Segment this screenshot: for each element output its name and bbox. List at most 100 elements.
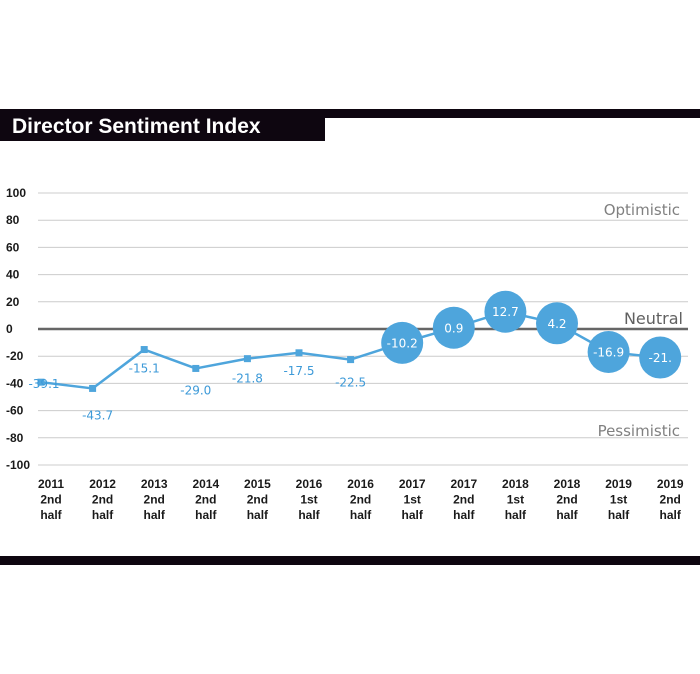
x-tick-line: half — [556, 508, 578, 522]
data-point-bubble — [484, 290, 527, 333]
x-tick-line: 1st — [404, 493, 421, 507]
x-tick-label: 2017 1st half — [399, 477, 426, 522]
data-label: -22.5 — [335, 376, 366, 390]
bottom-band — [0, 556, 700, 565]
x-tick-line: half — [247, 508, 269, 522]
x-tick-line: 2nd — [660, 493, 681, 507]
y-tick-label: 40 — [6, 268, 20, 282]
data-label: -39.1 — [28, 377, 59, 391]
y-tick-label: -100 — [6, 458, 30, 472]
data-labels: -39.1 -43.7 -15.1 -29.0 -21.8 -17.5 -22.5 -10.2… — [28, 305, 671, 422]
gridlines — [38, 192, 688, 466]
x-tick-line: 2018 — [554, 477, 581, 491]
x-tick-line: half — [505, 508, 527, 522]
x-tick-line: 2nd — [40, 493, 61, 507]
x-tick-line: half — [660, 508, 682, 522]
x-tick-line: half — [195, 508, 217, 522]
x-tick-label: 2015 2nd half — [244, 477, 271, 522]
data-point-bubble — [587, 330, 630, 373]
data-label: -21.8 — [232, 372, 263, 386]
x-tick-line: 2015 — [244, 477, 271, 491]
y-tick-label: 0 — [6, 322, 13, 336]
x-tick-line: 1st — [610, 493, 627, 507]
data-point-marker — [295, 349, 303, 357]
data-label: -29.0 — [180, 383, 211, 397]
data-label: 0.9 — [444, 321, 463, 335]
y-tick-label: 100 — [6, 186, 26, 200]
x-tick-line: 2018 — [502, 477, 529, 491]
x-tick-line: 2016 — [296, 477, 323, 491]
data-point-marker — [140, 346, 148, 354]
x-tick-label: 2017 2nd half — [450, 477, 477, 522]
data-label: 12.7 — [492, 305, 519, 319]
x-tick-line: half — [40, 508, 62, 522]
x-tick-label: 2013 2nd half — [141, 477, 168, 522]
x-tick-label: 2012 2nd half — [89, 477, 116, 522]
x-tick-label: 2016 2nd half — [347, 477, 374, 522]
zone-label-optimistic: Optimistic — [604, 201, 680, 219]
y-tick-label: 80 — [6, 213, 20, 227]
x-tick-label: 2018 1st half — [502, 477, 529, 522]
y-tick-label: 20 — [6, 295, 20, 309]
data-label: -15.1 — [129, 362, 160, 376]
y-tick-label: -60 — [6, 404, 24, 418]
data-label: -43.7 — [82, 408, 113, 422]
data-label: -10.2 — [387, 336, 418, 350]
x-tick-line: 2016 — [347, 477, 374, 491]
data-point-bubble — [381, 321, 424, 364]
x-tick-line: 1st — [300, 493, 317, 507]
top-band — [0, 109, 700, 118]
x-tick-label: 2011 2nd half — [38, 477, 64, 522]
x-tick-label: 2014 2nd half — [192, 477, 219, 522]
y-tick-label: -20 — [6, 349, 24, 363]
data-point-marker — [243, 355, 251, 363]
data-point-marker — [37, 378, 45, 386]
x-tick-line: half — [350, 508, 372, 522]
x-tick-line: 2019 — [605, 477, 632, 491]
y-axis-ticks: 100 80 60 40 20 0 -20 -40 -60 -80 -100 — [6, 186, 30, 472]
x-tick-line: 2013 — [141, 477, 168, 491]
x-tick-line: half — [298, 508, 320, 522]
x-tick-line: 2012 — [89, 477, 116, 491]
x-tick-line: 2nd — [144, 493, 165, 507]
x-tick-label: 2018 2nd half — [554, 477, 581, 522]
x-tick-label: 2019 1st half — [605, 477, 632, 522]
x-tick-line: 1st — [507, 493, 524, 507]
x-tick-line: 2nd — [350, 493, 371, 507]
x-tick-line: 2019 — [657, 477, 684, 491]
data-point-bubble — [639, 336, 682, 379]
data-point-marker — [89, 384, 97, 392]
data-label: -17.5 — [283, 364, 314, 378]
data-label: 4.2 — [547, 317, 566, 331]
x-tick-line: half — [402, 508, 424, 522]
x-tick-line: 2nd — [453, 493, 474, 507]
x-tick-label: 2019 2nd half — [657, 477, 684, 522]
zone-label-pessimistic: Pessimistic — [598, 422, 680, 440]
title-box — [0, 109, 325, 141]
x-tick-line: half — [144, 508, 166, 522]
x-tick-line: 2nd — [195, 493, 216, 507]
data-point-bubble — [536, 302, 578, 345]
data-label: -16.9 — [593, 345, 624, 359]
series-markers — [37, 290, 682, 392]
x-tick-line: half — [453, 508, 475, 522]
data-point-marker — [347, 356, 355, 364]
x-tick-label: 2016 1st half — [296, 477, 323, 522]
data-point-marker — [192, 364, 200, 372]
data-point-bubble — [432, 306, 475, 349]
x-tick-line: 2nd — [92, 493, 113, 507]
y-tick-label: 60 — [6, 240, 20, 254]
x-tick-line: half — [92, 508, 114, 522]
x-tick-line: 2nd — [247, 493, 268, 507]
x-tick-line: 2017 — [450, 477, 477, 491]
x-tick-line: 2nd — [556, 493, 577, 507]
y-tick-label: -80 — [6, 431, 24, 445]
y-tick-label: -40 — [6, 376, 24, 390]
chart-title: Director Sentiment Index — [12, 115, 261, 138]
x-tick-line: 2014 — [192, 477, 219, 491]
x-tick-line: half — [608, 508, 630, 522]
x-tick-line: 2017 — [399, 477, 426, 491]
zone-label-neutral: Neutral — [624, 309, 683, 328]
